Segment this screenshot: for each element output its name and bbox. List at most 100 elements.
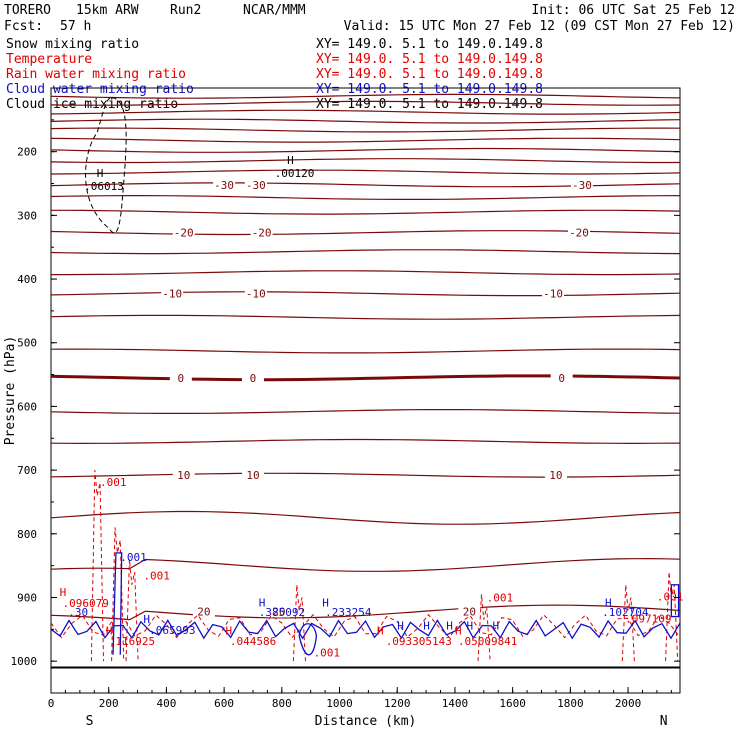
y-tick-label: 700 bbox=[17, 464, 37, 477]
isotherm-line bbox=[50, 118, 681, 124]
isotherm-label: 10 bbox=[177, 469, 190, 482]
model-name: TORERO bbox=[4, 3, 51, 18]
rain-contour bbox=[50, 613, 681, 639]
isotherm-line bbox=[51, 270, 681, 276]
rain-label: H bbox=[60, 586, 67, 599]
rain-label: H bbox=[106, 624, 113, 637]
isotherm-label: -30 bbox=[214, 179, 234, 192]
cloud-water-label: .001 bbox=[120, 551, 147, 564]
isotherm-label-bg bbox=[267, 605, 290, 618]
isotherm-label-bg bbox=[250, 226, 273, 239]
isotherm-label-bg bbox=[192, 605, 215, 618]
isotherm-line bbox=[50, 604, 681, 621]
y-tick-label: 900 bbox=[17, 591, 37, 604]
isotherm-label: 20 bbox=[272, 605, 285, 618]
isotherm-line bbox=[50, 93, 681, 99]
x-tick-label: 1000 bbox=[326, 697, 353, 710]
isotherm-label-bg bbox=[550, 371, 573, 384]
isotherm-label: -10 bbox=[162, 288, 182, 301]
legend-label: Temperature bbox=[6, 52, 92, 67]
isotherm-label-bg bbox=[161, 287, 184, 300]
isotherm-label: -10 bbox=[246, 288, 266, 301]
snow-contour bbox=[85, 97, 127, 234]
isotherm-line bbox=[50, 147, 681, 153]
rain-label: .001 bbox=[143, 570, 170, 583]
run-label: Run2 bbox=[170, 3, 201, 18]
legend-label: Snow mixing ratio bbox=[6, 37, 139, 52]
rain-label: .001 bbox=[314, 647, 341, 660]
isotherm-line bbox=[51, 209, 681, 215]
isotherm-line bbox=[50, 314, 681, 320]
isotherm-line bbox=[50, 291, 681, 297]
isotherm-line bbox=[50, 127, 681, 133]
isotherm-label: -30 bbox=[246, 179, 266, 192]
snow-max-marker: H bbox=[97, 167, 104, 180]
forecast-label: Fcst: bbox=[4, 19, 43, 34]
x-axis-title: Distance (km) bbox=[315, 714, 417, 729]
rain-mixing-ratio-contours bbox=[50, 470, 681, 662]
y-tick-label: 300 bbox=[17, 209, 37, 222]
x-tick-label: 0 bbox=[48, 697, 55, 710]
rain-label: .093305143 bbox=[386, 635, 452, 648]
isotherm-label-bg bbox=[241, 371, 264, 384]
snow-max-value: .00120 bbox=[275, 167, 315, 180]
isotherm-line bbox=[50, 438, 681, 445]
legend-xy: XY= 149.0. 5.1 to 149.0.149.8 bbox=[316, 82, 543, 97]
isotherm-line bbox=[50, 510, 681, 525]
init-time: Init: 06 UTC Sat 25 Feb 12 bbox=[532, 3, 736, 18]
valid-time: Valid: 15 UTC Mon 27 Feb 12 (09 CST Mon … bbox=[344, 19, 735, 34]
isotherm-line bbox=[50, 137, 681, 143]
cloud-water-label: H bbox=[423, 619, 430, 632]
rain-label: .05009841 bbox=[458, 635, 518, 648]
isotherm-line bbox=[50, 374, 681, 382]
north-label: N bbox=[660, 714, 668, 729]
rain-contour bbox=[125, 559, 139, 662]
isotherm-line bbox=[50, 348, 681, 354]
isotherm-line bbox=[50, 109, 681, 115]
resolution: 15km ARW bbox=[76, 3, 139, 18]
rain-label: .116925 bbox=[109, 635, 155, 648]
isotherm-label: -10 bbox=[543, 288, 563, 301]
cloud-water-label: .065993 bbox=[149, 624, 195, 637]
legend-label: Cloud ice mixing ratio bbox=[6, 97, 178, 112]
isotherm-line bbox=[50, 100, 681, 106]
cloud-water-label: H bbox=[322, 596, 329, 609]
isotherm-label: -30 bbox=[572, 179, 592, 192]
isotherm-line bbox=[50, 169, 681, 175]
legend-xy: XY= 149.0. 5.1 to 149.0.149.8 bbox=[316, 37, 543, 52]
isotherm-label-bg bbox=[544, 469, 567, 482]
x-tick-label: 1600 bbox=[499, 697, 526, 710]
cloud-water-contour bbox=[112, 552, 123, 655]
isotherm-label-bg bbox=[570, 178, 593, 191]
snow-max-value: .06013 bbox=[84, 180, 124, 193]
isotherm-label-bg bbox=[542, 287, 565, 300]
isotherm-label: 0 bbox=[558, 372, 565, 385]
snow-max-marker: H bbox=[287, 154, 294, 167]
isotherm-label-bg bbox=[172, 226, 195, 239]
cloud-water-label: H bbox=[446, 619, 453, 632]
rain-label: H bbox=[226, 624, 233, 637]
legend-xy: XY= 149.0. 5.1 to 149.0.149.8 bbox=[316, 67, 543, 82]
rain-label: .001 bbox=[657, 591, 684, 604]
isotherm-label-bg bbox=[568, 226, 591, 239]
x-tick-label: 2000 bbox=[615, 697, 642, 710]
x-tick-label: 800 bbox=[272, 697, 292, 710]
cloud-water-label: H bbox=[605, 596, 612, 609]
y-tick-label: 600 bbox=[17, 400, 37, 413]
isotherm-line bbox=[50, 158, 680, 164]
isotherm-line bbox=[50, 195, 681, 200]
isotherm-label: 20 bbox=[197, 605, 210, 618]
y-axis-title: Pressure (hPa) bbox=[3, 336, 18, 446]
x-tick-label: 600 bbox=[214, 697, 234, 710]
rain-label: .096079 bbox=[63, 597, 109, 610]
cloud-water-label: H bbox=[492, 619, 499, 632]
rain-label: H bbox=[455, 624, 462, 637]
cloud-water-label: .385092 bbox=[259, 606, 305, 619]
forecast-hour: 57 h bbox=[60, 19, 91, 34]
x-tick-label: 1200 bbox=[384, 697, 411, 710]
rain-contour bbox=[90, 470, 105, 662]
isotherm-label: -20 bbox=[252, 227, 272, 240]
rain-label: .097109 bbox=[625, 612, 671, 625]
rain-contour bbox=[621, 584, 635, 662]
